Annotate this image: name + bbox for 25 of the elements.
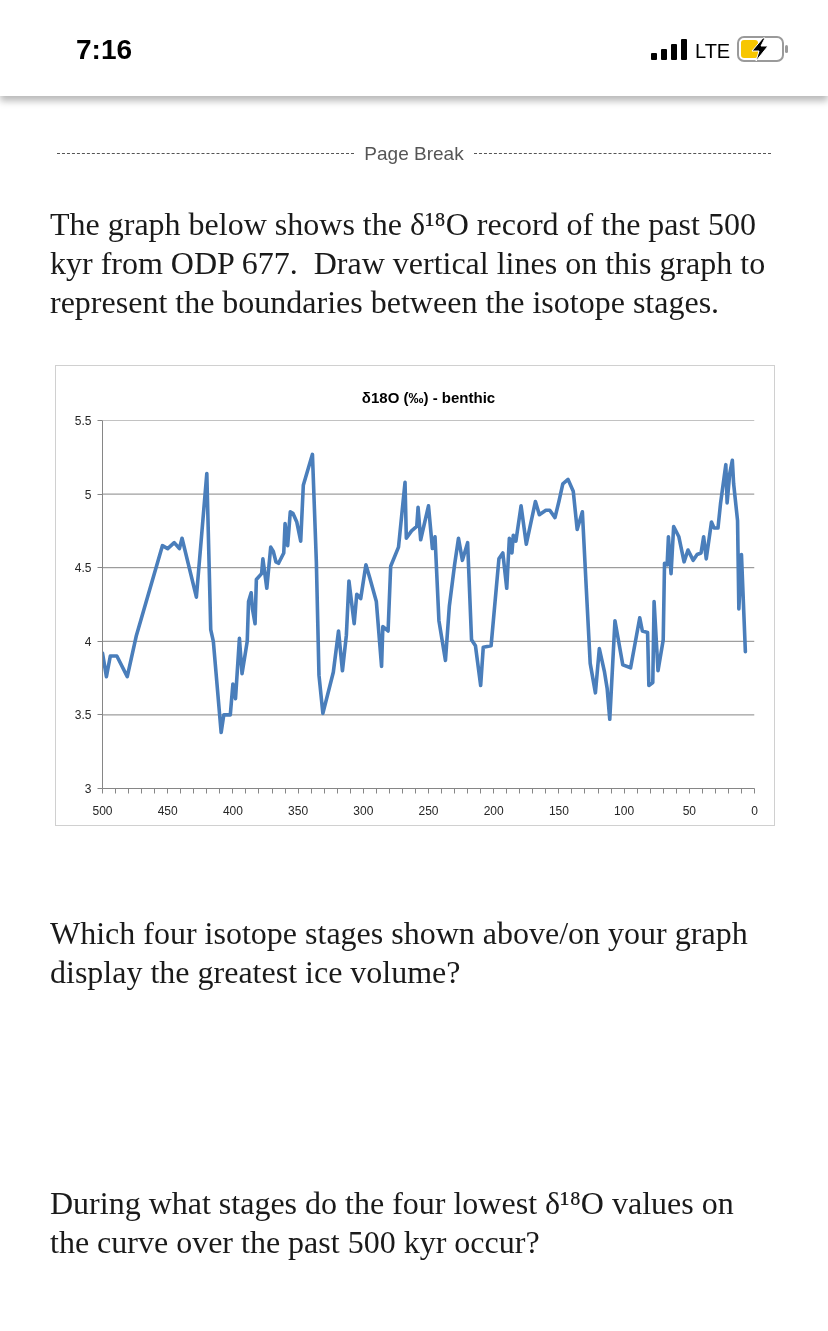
x-tick-label: 100 (614, 803, 635, 818)
text: The graph below shows the δ¹⁸O record of the past 500 kyr from ODP 677. Draw vertical lines on this graph to represent the boundaries between the isotope stages. (50, 205, 767, 322)
text: During what stages do the four lowest δ¹⁸O values on the curve over the past 500 kyr occur? (50, 1184, 735, 1262)
x-tick-label: 200 (483, 803, 505, 818)
y-tick-label: 5 (84, 487, 92, 502)
x-tick-label: 300 (353, 803, 374, 818)
line-series (102, 452, 748, 735)
x-tick-label: 250 (418, 803, 439, 818)
y-tick-label: 4.5 (74, 561, 92, 576)
y-tick-label: 4 (84, 634, 92, 649)
y-tick-label: 3 (84, 782, 92, 796)
text: 7:16 (76, 33, 133, 67)
text: Which four isotope stages shown above/on your graph display the greatest ice volume? (50, 914, 749, 992)
text: LTE (695, 39, 731, 64)
text: Page Break (363, 142, 465, 166)
x-tick-label: 450 (157, 803, 179, 818)
y-tick-label: 5.5 (74, 414, 92, 428)
x-tick-label: 150 (548, 803, 570, 818)
chart-title: δ18O (‰) - benthic (361, 389, 496, 406)
x-tick-label: 500 (92, 803, 113, 818)
y-tick-label: 3.5 (74, 708, 92, 723)
x-tick-label: 50 (682, 803, 697, 818)
x-tick-label: 350 (288, 803, 309, 818)
x-tick-label: 0 (751, 803, 759, 818)
x-tick-label: 400 (222, 803, 244, 818)
